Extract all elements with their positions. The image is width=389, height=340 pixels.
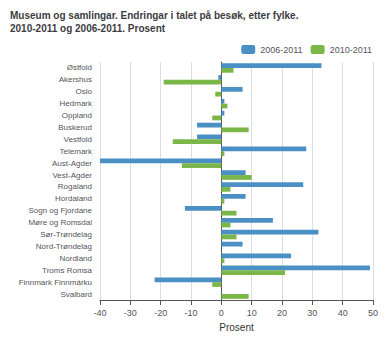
svg-text:20: 20 <box>277 308 287 318</box>
svg-text:Finnmark Finnmárku: Finnmark Finnmárku <box>19 278 92 287</box>
svg-text:Vest-Agder: Vest-Agder <box>52 171 92 180</box>
svg-text:-40: -40 <box>93 308 106 318</box>
svg-text:Vestfold: Vestfold <box>64 135 92 144</box>
svg-text:-10: -10 <box>184 308 197 318</box>
svg-text:50: 50 <box>368 308 378 318</box>
svg-text:2010-2011: 2010-2011 <box>330 45 372 55</box>
svg-text:2010-2011 og 2006-2011. Prosen: 2010-2011 og 2006-2011. Prosent <box>10 23 166 34</box>
svg-text:Troms Romsa: Troms Romsa <box>42 266 92 275</box>
svg-text:2006-2011: 2006-2011 <box>260 45 302 55</box>
svg-text:Hordaland: Hordaland <box>55 194 92 203</box>
svg-text:Nord-Trøndelag: Nord-Trøndelag <box>36 242 92 251</box>
svg-text:Buskerud: Buskerud <box>58 123 92 132</box>
svg-text:Sør-Trøndelag: Sør-Trøndelag <box>40 230 92 239</box>
svg-text:0: 0 <box>219 308 224 318</box>
svg-text:Museum og samlingar. Endringar: Museum og samlingar. Endringar i talet p… <box>10 10 299 21</box>
svg-text:Telemark: Telemark <box>60 147 93 156</box>
svg-text:-30: -30 <box>124 308 137 318</box>
svg-text:Svalbard: Svalbard <box>60 290 92 299</box>
svg-text:Oppland: Oppland <box>62 111 92 120</box>
svg-text:Hedmark: Hedmark <box>60 99 93 108</box>
svg-text:Prosent: Prosent <box>219 322 254 333</box>
svg-text:40: 40 <box>338 308 348 318</box>
svg-text:Nordland: Nordland <box>60 254 92 263</box>
svg-text:30: 30 <box>307 308 317 318</box>
svg-text:Rogaland: Rogaland <box>58 182 92 191</box>
svg-text:Møre og Romsdal: Møre og Romsdal <box>28 218 92 227</box>
svg-text:10: 10 <box>247 308 257 318</box>
svg-text:Akershus: Akershus <box>59 75 92 84</box>
svg-text:Østfold: Østfold <box>67 63 92 72</box>
svg-text:Sogn og Fjordane: Sogn og Fjordane <box>28 206 92 215</box>
svg-text:Aust-Agder: Aust-Agder <box>52 159 92 168</box>
svg-text:-20: -20 <box>154 308 167 318</box>
svg-text:Oslo: Oslo <box>76 87 93 96</box>
